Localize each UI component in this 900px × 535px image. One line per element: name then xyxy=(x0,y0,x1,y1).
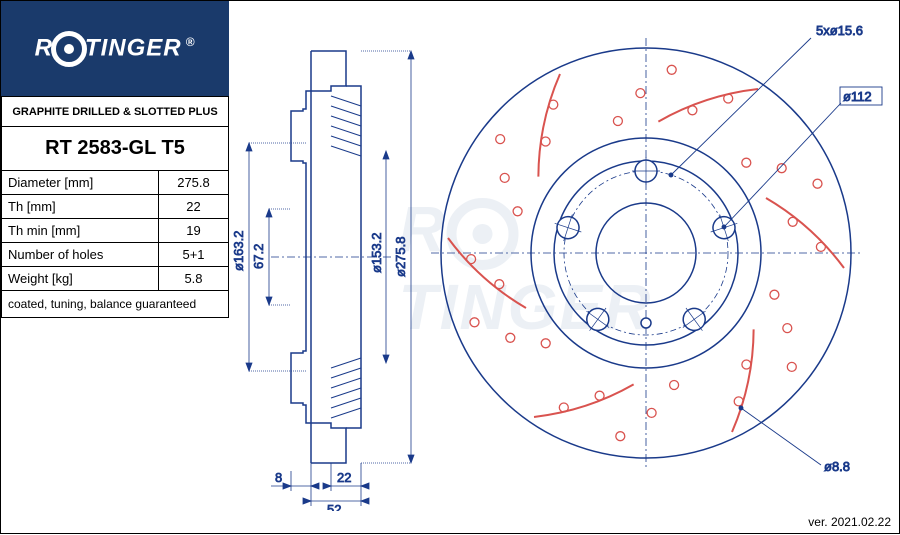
callout-pcd: ø112 xyxy=(843,89,872,104)
spec-label: Number of holes xyxy=(2,243,159,267)
logo-text: RTINGER® xyxy=(35,31,196,67)
callout-drill: ø8.8 xyxy=(824,459,850,474)
dim-d1: ø163.2 xyxy=(231,231,246,271)
dim-t1: 8 xyxy=(275,470,282,485)
spec-label: Diameter [mm] xyxy=(2,171,159,195)
spec-table: GRAPHITE DRILLED & SLOTTED PLUS RT 2583-… xyxy=(1,96,229,318)
spec-value: 5.8 xyxy=(159,267,229,291)
callout-bolts: 5xø15.6 xyxy=(816,23,863,38)
table-row: Diameter [mm] 275.8 xyxy=(2,171,229,195)
dim-d4: ø275.8 xyxy=(393,237,408,277)
spec-label: Th min [mm] xyxy=(2,219,159,243)
spec-value: 22 xyxy=(159,195,229,219)
left-panel: RTINGER® GRAPHITE DRILLED & SLOTTED PLUS… xyxy=(1,1,231,318)
spec-value: 275.8 xyxy=(159,171,229,195)
version-label: ver. 2021.02.22 xyxy=(808,515,891,529)
table-row: Weight [kg] 5.8 xyxy=(2,267,229,291)
dim-d2: 67.2 xyxy=(251,244,266,269)
front-view: 5xø15.6 ø112 ø8.8 xyxy=(431,3,900,513)
side-view: ø163.2 67.2 ø153.2 ø275.8 xyxy=(231,11,441,511)
drawing-sheet: RTINGER® GRAPHITE DRILLED & SLOTTED PLUS… xyxy=(0,0,900,534)
table-row: Th [mm] 22 xyxy=(2,195,229,219)
spec-label: Th [mm] xyxy=(2,195,159,219)
dim-t3: 52 xyxy=(327,502,341,511)
logo: RTINGER® xyxy=(1,1,229,96)
spec-footer: coated, tuning, balance guaranteed xyxy=(2,291,229,318)
spec-value: 19 xyxy=(159,219,229,243)
drawing-area: RTINGER xyxy=(231,1,900,535)
table-row: Number of holes 5+1 xyxy=(2,243,229,267)
spec-label: Weight [kg] xyxy=(2,267,159,291)
part-number: RT 2583-GL T5 xyxy=(2,127,229,171)
spec-value: 5+1 xyxy=(159,243,229,267)
spec-header: GRAPHITE DRILLED & SLOTTED PLUS xyxy=(2,97,229,127)
dim-d3: ø153.2 xyxy=(369,233,384,273)
dim-t2: 22 xyxy=(337,470,351,485)
table-row: Th min [mm] 19 xyxy=(2,219,229,243)
